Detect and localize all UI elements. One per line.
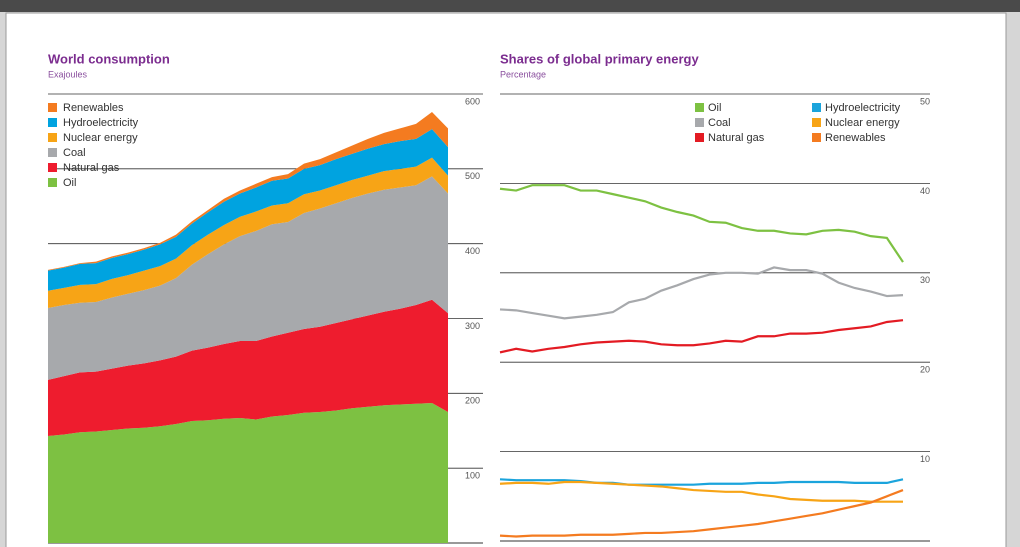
area-segment [48,403,448,543]
area-segment [48,111,448,271]
legend-swatch [812,103,821,112]
legend-swatch [48,103,57,112]
y-tick-label: 10 [920,454,930,464]
y-tick-label: 50 [920,96,930,106]
legend-swatch [695,103,704,112]
y-tick-label: 200 [465,396,480,406]
legend-swatch [48,118,57,127]
line-series [499,489,904,538]
y-tick-label: 20 [920,365,930,375]
line-series [499,478,904,486]
legend-label: Renewables [825,132,886,144]
chart-title: Shares of global primary energy [500,51,699,66]
area-segment [48,129,448,291]
y-tick-label: 100 [465,471,480,481]
y-tick-label: 300 [465,321,480,331]
chart-subtitle: Exajoules [48,69,88,79]
chart-title: World consumption [48,51,170,66]
legend-label: Renewables [63,102,124,114]
legend-label: Natural gas [63,162,120,174]
y-tick-label: 400 [465,246,480,256]
y-tick-label: 500 [465,171,480,181]
y-tick-label: 600 [465,96,480,106]
chart-subtitle: Percentage [500,69,546,79]
legend-swatch [48,178,57,187]
legend-swatch [695,133,704,142]
y-tick-label: 40 [920,186,930,196]
line-series [499,319,904,354]
legend-label: Natural gas [708,132,765,144]
legend-label: Nuclear energy [825,117,900,129]
legend-label: Coal [63,147,86,159]
area-segment [48,157,448,309]
legend-label: Nuclear energy [63,132,138,144]
legend-swatch [812,133,821,142]
legend-swatch [48,148,57,157]
line-series [499,480,903,503]
line-series [499,266,904,320]
y-tick-label: 30 [920,275,930,285]
legend-swatch [48,163,57,172]
legend-label: Oil [63,177,76,189]
line-series [499,184,904,263]
legend-swatch [48,133,57,142]
area-segment [48,299,448,436]
viewer-toolbar [0,0,1020,12]
area-segment [48,176,448,380]
legend-label: Oil [708,102,721,114]
legend-swatch [695,118,704,127]
charts: 100 200 300 400 500 600 Renewables Hydroelectri… [48,93,930,544]
legend-swatch [812,118,821,127]
legend-label: Hydroelectricity [63,117,139,129]
legend-label: Coal [708,117,731,129]
legend-label: Hydroelectricity [825,102,901,114]
